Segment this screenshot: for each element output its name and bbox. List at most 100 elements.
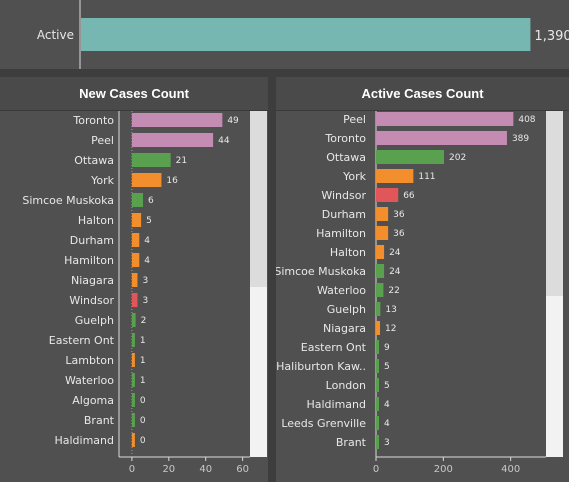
x-tick-label: 40 xyxy=(199,464,212,475)
category-label: Waterloo xyxy=(317,284,366,297)
bar xyxy=(376,359,379,373)
data-label: 22 xyxy=(388,286,399,296)
bar xyxy=(131,133,214,147)
bar xyxy=(376,378,379,392)
bar xyxy=(376,283,384,297)
data-label: 0 xyxy=(140,416,146,426)
category-label: Hamilton xyxy=(64,254,114,267)
category-label: Toronto xyxy=(72,114,114,127)
category-label: Niagara xyxy=(323,322,366,335)
bar xyxy=(376,207,389,221)
bar xyxy=(131,113,223,127)
category-label: York xyxy=(342,170,367,183)
bar xyxy=(131,313,136,327)
category-label: Simcoe Muskoka xyxy=(276,265,366,278)
scrollbar-thumb xyxy=(250,111,267,287)
bar-active xyxy=(81,18,531,51)
active-total-chart: Active 1,390 xyxy=(37,0,569,69)
bar xyxy=(131,373,135,387)
category-label: Hamilton xyxy=(316,227,366,240)
active-cases-panel: Active Cases Count Peel 408 Toronto 389 Otta… xyxy=(276,77,569,482)
active-total-panel: Active 1,390 xyxy=(0,0,569,69)
data-label: 21 xyxy=(176,156,187,166)
category-label: Toronto xyxy=(324,132,366,145)
category-label: Peel xyxy=(91,134,114,147)
bar xyxy=(131,193,143,207)
category-label: Algoma xyxy=(72,394,114,407)
bar xyxy=(131,333,135,347)
bar xyxy=(376,435,379,449)
bar xyxy=(131,293,138,307)
category-label: Windsor xyxy=(69,294,114,307)
category-label: Ottawa xyxy=(326,151,366,164)
bar xyxy=(131,173,162,187)
bar xyxy=(131,353,135,367)
bar xyxy=(131,433,135,447)
data-label: 44 xyxy=(218,136,230,146)
x-tick-label: 20 xyxy=(162,464,175,475)
data-label: 49 xyxy=(227,116,239,126)
bar xyxy=(376,150,444,164)
category-label: Windsor xyxy=(321,189,366,202)
bar xyxy=(376,340,380,354)
category-label: York xyxy=(90,174,115,187)
bar xyxy=(376,112,514,126)
bar xyxy=(131,153,171,167)
category-label: Active xyxy=(37,28,74,42)
bar xyxy=(376,131,507,145)
category-label: Durham xyxy=(322,208,366,221)
category-label: Brant xyxy=(336,436,367,449)
data-label: 36 xyxy=(393,229,405,239)
bar xyxy=(376,416,379,430)
data-label: 1,390 xyxy=(534,29,569,44)
bar xyxy=(376,245,385,259)
bar xyxy=(131,273,138,287)
data-label: 5 xyxy=(384,362,390,372)
data-label: 4 xyxy=(144,236,150,246)
data-label: 4 xyxy=(384,419,390,429)
data-label: 4 xyxy=(144,256,150,266)
data-label: 4 xyxy=(384,400,390,410)
active-cases-title: Active Cases Count xyxy=(276,77,569,111)
data-label: 111 xyxy=(418,172,435,182)
bar xyxy=(376,302,381,316)
bar xyxy=(131,413,135,427)
category-label: Simcoe Muskoka xyxy=(22,194,114,207)
bar xyxy=(376,264,385,278)
data-label: 1 xyxy=(140,356,146,366)
data-label: 5 xyxy=(384,381,390,391)
data-label: 9 xyxy=(384,343,390,353)
data-label: 0 xyxy=(140,396,146,406)
category-label: Ottawa xyxy=(74,154,114,167)
category-label: London xyxy=(326,379,366,392)
category-label: Haldimand xyxy=(54,434,114,447)
category-label: Lambton xyxy=(65,354,114,367)
data-label: 2 xyxy=(141,316,147,326)
data-label: 3 xyxy=(142,276,148,286)
data-label: 408 xyxy=(518,115,535,125)
category-label: Guelph xyxy=(75,314,114,327)
data-label: 3 xyxy=(384,438,390,448)
data-label: 1 xyxy=(140,376,146,386)
x-tick-label: 400 xyxy=(501,464,520,475)
bar xyxy=(131,253,140,267)
x-tick-label: 200 xyxy=(434,464,453,475)
bar xyxy=(131,233,140,247)
category-label: Eastern Ont xyxy=(49,334,115,347)
bar xyxy=(131,213,142,227)
new-cases-title: New Cases Count xyxy=(0,77,268,111)
bar xyxy=(376,397,379,411)
active-cases-chart: Peel 408 Toronto 389 Ottawa 202 York 111 Windsor… xyxy=(276,111,563,475)
data-label: 66 xyxy=(403,191,415,201)
data-label: 389 xyxy=(512,134,529,144)
data-label: 1 xyxy=(140,336,146,346)
data-label: 5 xyxy=(146,216,152,226)
category-label: Eastern Ont xyxy=(301,341,367,354)
bar xyxy=(376,321,381,335)
category-label: Leeds Grenville xyxy=(281,417,366,430)
x-tick-label: 60 xyxy=(236,464,249,475)
category-label: Durham xyxy=(70,234,114,247)
data-label: 202 xyxy=(449,153,466,163)
data-label: 24 xyxy=(389,248,401,258)
